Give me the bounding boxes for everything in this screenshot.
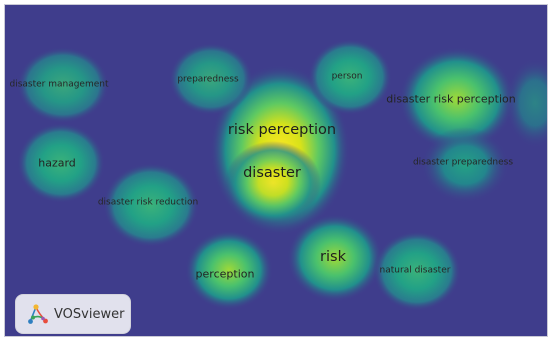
term-disaster-risk-perception[interactable]: disaster risk perception <box>386 92 516 106</box>
blob-preparedness <box>169 43 253 115</box>
blob-disaster-management <box>17 47 109 123</box>
density-map[interactable]: risk perception disaster disaster manage… <box>4 4 548 337</box>
blob-person <box>308 39 392 115</box>
blob-natural-disaster <box>373 231 461 311</box>
term-risk[interactable]: risk <box>320 248 346 265</box>
vosviewer-logo-text: VOSviewer <box>54 306 125 322</box>
term-disaster-preparedness[interactable]: disaster preparedness <box>412 157 514 168</box>
blob-disaster-risk-perception <box>399 47 515 151</box>
term-perception[interactable]: perception <box>195 267 255 281</box>
term-natural-disaster[interactable]: natural disaster <box>379 265 451 276</box>
term-disaster[interactable]: disaster <box>243 164 301 181</box>
term-person[interactable]: person <box>331 71 363 82</box>
blob-risk <box>287 214 383 302</box>
term-disaster-management[interactable]: disaster management <box>9 79 109 90</box>
blob-perception <box>185 230 273 310</box>
density-layer <box>17 39 547 311</box>
blob-hazard <box>17 123 105 203</box>
blob-disaster-risk-reduction <box>103 163 199 247</box>
vosviewer-logo-icon <box>28 304 48 324</box>
term-disaster-risk-reduction[interactable]: disaster risk reduction <box>97 197 199 208</box>
blob-disaster-preparedness <box>421 127 509 203</box>
vosviewer-logo[interactable]: VOSviewer <box>15 294 131 334</box>
blob-right-edge <box>505 58 547 148</box>
term-risk-perception[interactable]: risk perception <box>227 121 337 138</box>
blob-center-lower <box>225 141 321 225</box>
term-preparedness[interactable]: preparedness <box>177 74 239 85</box>
term-hazard[interactable]: hazard <box>38 156 76 170</box>
